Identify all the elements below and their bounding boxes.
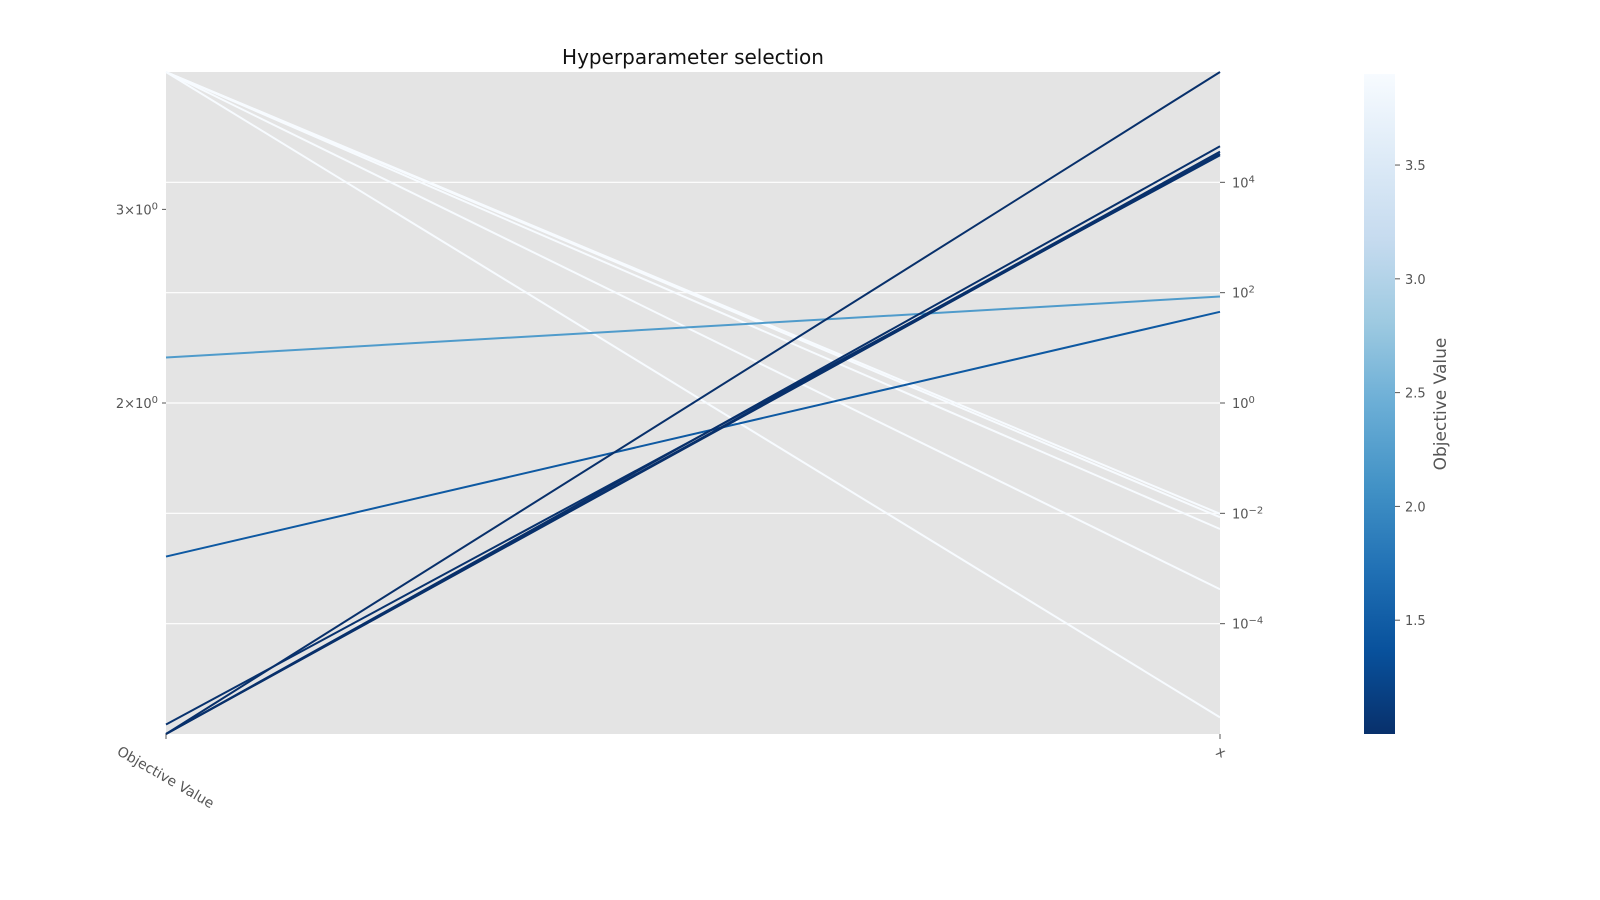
objective-axis-name: Objective Value xyxy=(114,744,217,812)
tick-label: 100 xyxy=(1232,395,1255,413)
colorbar-label: Objective Value xyxy=(1431,338,1451,471)
colorbar-tick-label: 2.0 xyxy=(1405,500,1426,515)
tick-label: 102 xyxy=(1232,284,1255,302)
tick-label: 3×100 xyxy=(116,201,158,219)
colorbar-tick-label: 3.0 xyxy=(1405,273,1426,288)
x-axis: 10−4 10−2 100 102 104 xyxy=(1220,174,1263,633)
trial-line xyxy=(165,71,1221,530)
colorbar-ticks: 1.5 2.0 2.5 3.0 3.5 xyxy=(1395,159,1426,629)
tick-label: 104 xyxy=(1232,174,1255,192)
colorbar-tick-label: 1.5 xyxy=(1405,614,1426,629)
tick-label: 2×100 xyxy=(116,395,158,413)
tick-label: 10−2 xyxy=(1232,505,1263,523)
tick-label: 10−4 xyxy=(1232,615,1263,633)
colorbar xyxy=(1364,74,1395,734)
trial-line xyxy=(165,295,1221,359)
trial-lines xyxy=(165,71,1221,735)
trial-line xyxy=(165,310,1221,558)
chart-title: Hyperparameter selection xyxy=(562,45,824,69)
colorbar-tick-label: 2.5 xyxy=(1405,387,1426,402)
trial-line xyxy=(165,71,1221,591)
trial-line xyxy=(165,71,1221,519)
trial-line xyxy=(165,71,1221,735)
objective-axis: 2×100 3×100 xyxy=(116,201,166,412)
trial-line xyxy=(165,152,1221,735)
x-axis-name: x xyxy=(1213,744,1228,762)
colorbar-tick-label: 3.5 xyxy=(1405,159,1426,174)
trial-line xyxy=(165,71,1221,719)
